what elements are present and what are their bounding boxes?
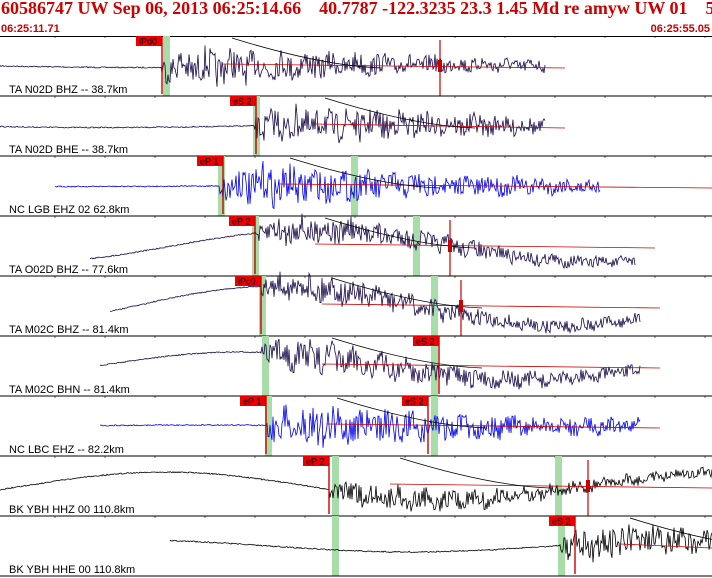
trace-row[interactable]: eP 2 TA O02D BHZ -- 77.6km — [0, 213, 712, 277]
window-band — [218, 156, 225, 216]
coda-line — [326, 423, 661, 429]
waveform — [99, 404, 641, 448]
trace-row[interactable]: iPc0 TA M02C BHZ -- 81.4km — [0, 271, 712, 337]
trace-label: NC LGB EHZ 02 62.8km — [9, 204, 129, 216]
coda-line — [314, 123, 566, 129]
trace-label: BK YBH HHZ 00 110.8km — [9, 504, 135, 516]
decay-curve — [324, 97, 476, 129]
trace-row[interactable]: iPd0 TA N02D BHZ -- 38.7km — [0, 36, 712, 97]
window-band — [558, 516, 565, 576]
coda-line — [279, 183, 712, 189]
pick-box — [402, 396, 428, 406]
amplitude-pick-mark — [459, 300, 463, 312]
waveform — [54, 161, 601, 210]
pick-label: eP 1 — [243, 397, 261, 407]
decay-curve — [629, 517, 712, 540]
trace-label: BK YBH HHE 00 110.8km — [9, 564, 135, 576]
pick-label: eS 2 — [233, 97, 252, 107]
amplitude-pick-mark — [586, 480, 590, 492]
time-end-label: 06:25:55.05 — [650, 23, 710, 35]
coda-line — [389, 483, 712, 489]
trace-row[interactable]: eP 2 BK YBH HHZ 00 110.8km — [0, 456, 712, 517]
pick-box — [235, 276, 261, 286]
waveform — [89, 213, 636, 269]
amplitude-pick-mark — [438, 60, 442, 72]
trace-row[interactable]: eS 2 TA M02C BHN -- 81.4km — [0, 336, 712, 397]
decay-curve — [331, 277, 483, 309]
decay-curve — [336, 397, 488, 429]
waveform — [99, 338, 641, 390]
pick-box — [197, 156, 223, 166]
decay-curve — [231, 37, 383, 69]
decay-curve — [399, 457, 551, 489]
time-start-label: 06:25:11.71 — [1, 23, 60, 35]
pick-box — [240, 396, 266, 406]
event-header: 60586747 UW Sep 06, 2013 06:25:14.66 40.… — [0, 0, 712, 35]
seismogram-panel[interactable]: iPd0 TA N02D BHZ -- 38.7km eS 2 TA N02D BHE… — [0, 36, 712, 578]
pick-box — [549, 516, 575, 526]
trace-label: TA N02D BHE -- 38.7km — [9, 144, 128, 156]
pick-flag[interactable]: eS 2 — [230, 96, 257, 154]
pick-label: eS 2 — [405, 397, 424, 407]
coda-line — [619, 543, 712, 549]
pick-flag[interactable]: eP 2 — [303, 456, 330, 514]
pick-label: iPd0 — [139, 37, 157, 47]
window-band — [262, 336, 269, 396]
window-band — [265, 396, 272, 456]
decay-curve — [324, 217, 476, 249]
window-band — [163, 36, 170, 96]
pick-label: eS 2 — [552, 517, 571, 527]
waveform — [0, 45, 546, 87]
pick-flag[interactable]: eS 2 — [549, 516, 576, 574]
coda-line — [314, 243, 656, 249]
pick-flag[interactable]: iPd0 — [136, 36, 163, 94]
window-band — [332, 516, 339, 576]
trace-label: TA M02C BHN -- 81.4km — [9, 384, 130, 396]
pick-box — [229, 216, 255, 226]
pick-box — [230, 96, 256, 106]
event-title: 60586747 UW Sep 06, 2013 06:25:14.66 40.… — [1, 0, 712, 18]
pick-label: eP 2 — [306, 457, 324, 467]
trace-row[interactable]: eP 1 NC LGB EHZ 02 62.8km — [0, 156, 712, 217]
waveform — [109, 271, 641, 334]
trace-label: NC LBC EHZ -- 82.2km — [9, 444, 124, 456]
waveform — [0, 103, 546, 144]
coda-line — [221, 63, 566, 69]
pick-box — [136, 36, 162, 46]
trace-row[interactable]: eS 2 BK YBH HHE 00 110.8km — [0, 516, 712, 577]
trace-label: TA M02C BHZ -- 81.4km — [9, 324, 129, 336]
pick-label: iPc0 — [238, 277, 256, 287]
waveform — [169, 524, 712, 563]
pick-label: eP 1 — [200, 157, 218, 167]
window-band — [431, 396, 438, 456]
pick-flag[interactable]: iPc0 — [235, 276, 262, 334]
pick-flag[interactable]: eS 2 — [413, 336, 440, 394]
pick-flag[interactable]: eS 2 — [402, 396, 429, 454]
decay-curve — [289, 157, 441, 189]
pick-flag[interactable]: eP 2 — [229, 216, 256, 274]
pick-flag[interactable]: eP 1 — [240, 396, 267, 454]
trace-row[interactable]: eS 2 TA N02D BHE -- 38.7km — [0, 96, 712, 157]
amplitude-pick-mark — [448, 240, 452, 252]
trace-row[interactable]: eP 1 eS 2 NC LBC EHZ -- 82.2km — [0, 396, 712, 457]
coda-line — [321, 303, 661, 309]
trace-label: TA N02D BHZ -- 38.7km — [9, 84, 127, 96]
pick-label: eP 2 — [232, 217, 250, 227]
pick-label: eS 2 — [416, 337, 435, 347]
waveform — [0, 466, 712, 512]
trace-label: TA O02D BHZ -- 77.6km — [9, 264, 128, 276]
coda-line — [321, 363, 661, 369]
pick-box — [303, 456, 329, 466]
window-band — [259, 276, 266, 336]
pick-flag[interactable]: eP 1 — [197, 156, 224, 214]
decay-curve — [331, 337, 483, 369]
window-band — [431, 276, 438, 336]
pick-box — [413, 336, 439, 346]
